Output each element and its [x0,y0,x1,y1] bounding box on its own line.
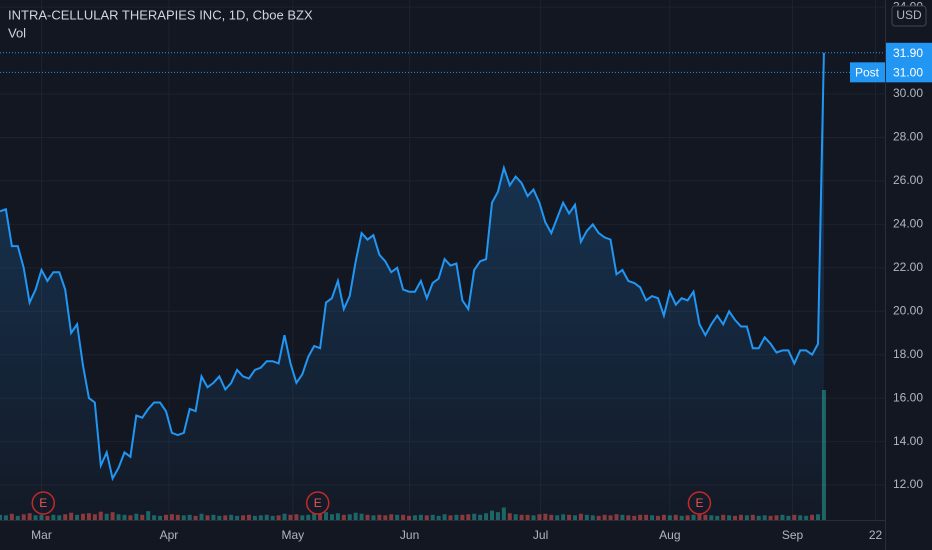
x-tick-label: Jun [400,528,419,542]
earnings-label: E [39,496,47,510]
x-tick-label: Jul [533,528,548,542]
last-price-box [886,42,932,63]
earnings-marker [31,491,56,515]
post-price-box [886,62,932,83]
volume-label: Vol [8,25,26,40]
y-tick-label: 18.00 [893,347,923,361]
y-tick-label: 20.00 [893,303,923,317]
earnings-label: E [695,496,703,510]
last-price-label: 31.90 [893,46,923,60]
x-tick-label: May [281,528,304,542]
x-tick-label: Aug [659,528,680,542]
earnings-marker [305,491,330,515]
price-line [0,52,825,482]
chart-title: INTRA-CELLULAR THERAPIES INC, 1D, Cboe B… [8,7,313,22]
x-tick-label: Sep [782,528,804,542]
earnings-label: E [314,496,322,510]
y-tick-label: 14.00 [893,434,923,448]
x-tick-label: Mar [31,528,52,542]
y-tick-label: 24.00 [893,217,923,231]
x-tick-label: Apr [160,528,179,542]
post-tag-box [850,62,885,83]
earnings-marker [687,491,712,515]
x-tick-label: 22 [869,528,883,542]
y-tick-label: 16.00 [893,390,923,404]
area-fill [0,52,824,521]
currency[interactable]: USD [896,8,922,22]
y-tick-label: 28.00 [893,130,923,144]
y-tick-label: 26.00 [893,173,923,187]
post-price-label: 31.00 [893,66,923,80]
currency-box[interactable] [891,5,927,27]
y-tick-label: 22.00 [893,260,923,274]
post-tag: Post [855,66,880,80]
volume-bar [821,390,826,520]
y-tick-label: 30.00 [893,86,923,100]
y-tick-label: 12.00 [893,477,923,491]
